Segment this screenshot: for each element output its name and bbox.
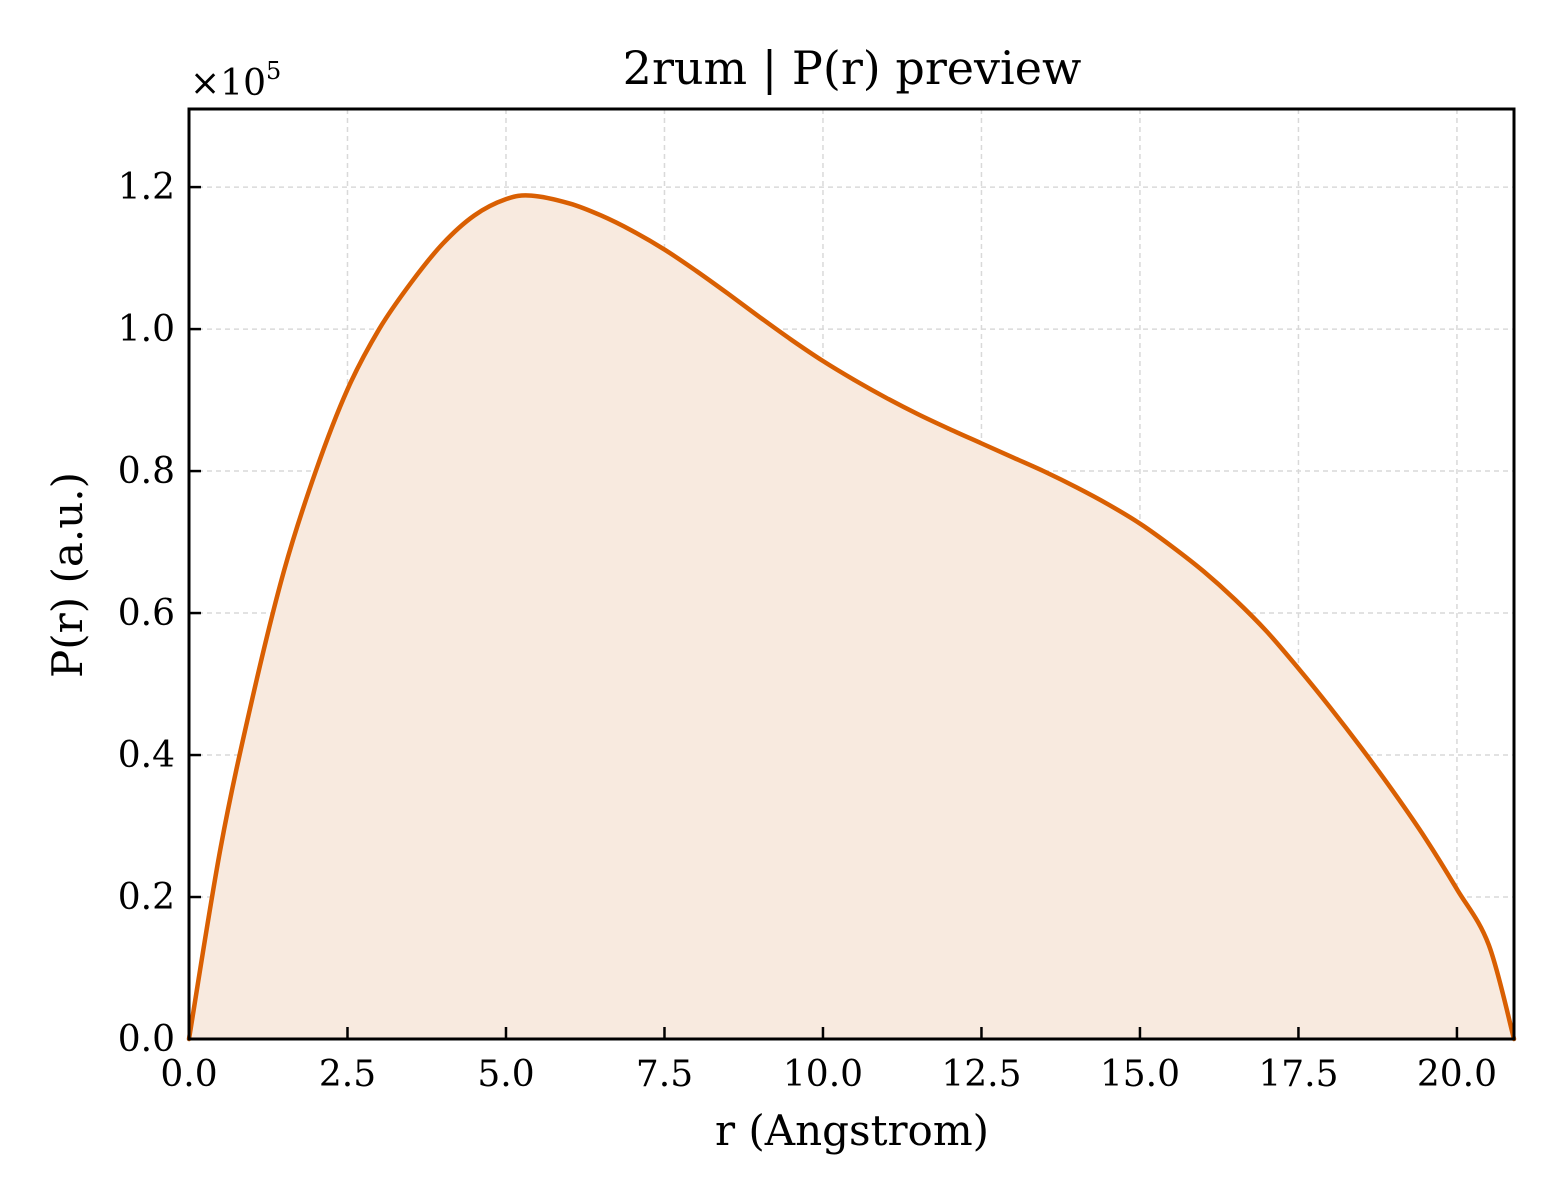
x-axis-label: r (Angstrom): [715, 1106, 989, 1155]
y-tick-label: 0.0: [118, 1019, 175, 1060]
chart-title: 2rum | P(r) preview: [623, 41, 1082, 95]
y-axis-label: P(r) (a.u.): [43, 472, 92, 678]
y-tick-label: 0.2: [118, 877, 175, 918]
x-tick-label: 5.0: [477, 1054, 534, 1095]
x-tick-label: 15.0: [1100, 1054, 1180, 1095]
area-fill-layer: [189, 195, 1514, 1039]
x-tick-label: 7.5: [636, 1054, 693, 1095]
y-multiplier-exponent: 5: [266, 57, 281, 85]
y-tick-label: 0.6: [118, 593, 175, 634]
x-tick-label: 0.0: [160, 1054, 217, 1095]
y-tick-label: 1.0: [118, 309, 175, 350]
y-tick-label: 0.4: [118, 735, 175, 776]
plot-frame: [187, 107, 1516, 1041]
y-axis-ticks: 0.0 0.2 0.4 0.6 0.8 1.0 1.2: [118, 167, 201, 1060]
y-multiplier: ×105: [190, 57, 281, 104]
series-line: [186, 193, 1517, 1042]
y-tick-label: 0.8: [118, 451, 175, 492]
y-multiplier-base: ×10: [190, 63, 266, 104]
x-tick-label: 17.5: [1258, 1054, 1338, 1095]
x-tick-label: 20.0: [1417, 1054, 1497, 1095]
y-tick-label: 1.2: [118, 167, 175, 208]
series-line-layer: [186, 193, 1517, 1042]
x-axis-ticks: 0.0 2.5 5.0 7.5 10.0 12.5 15.0 17.5 20.0: [160, 1027, 1497, 1095]
x-tick-label: 10.0: [783, 1054, 863, 1095]
series-area-fill: [189, 195, 1514, 1039]
x-tick-label: 12.5: [941, 1054, 1021, 1095]
x-tick-label: 2.5: [319, 1054, 376, 1095]
